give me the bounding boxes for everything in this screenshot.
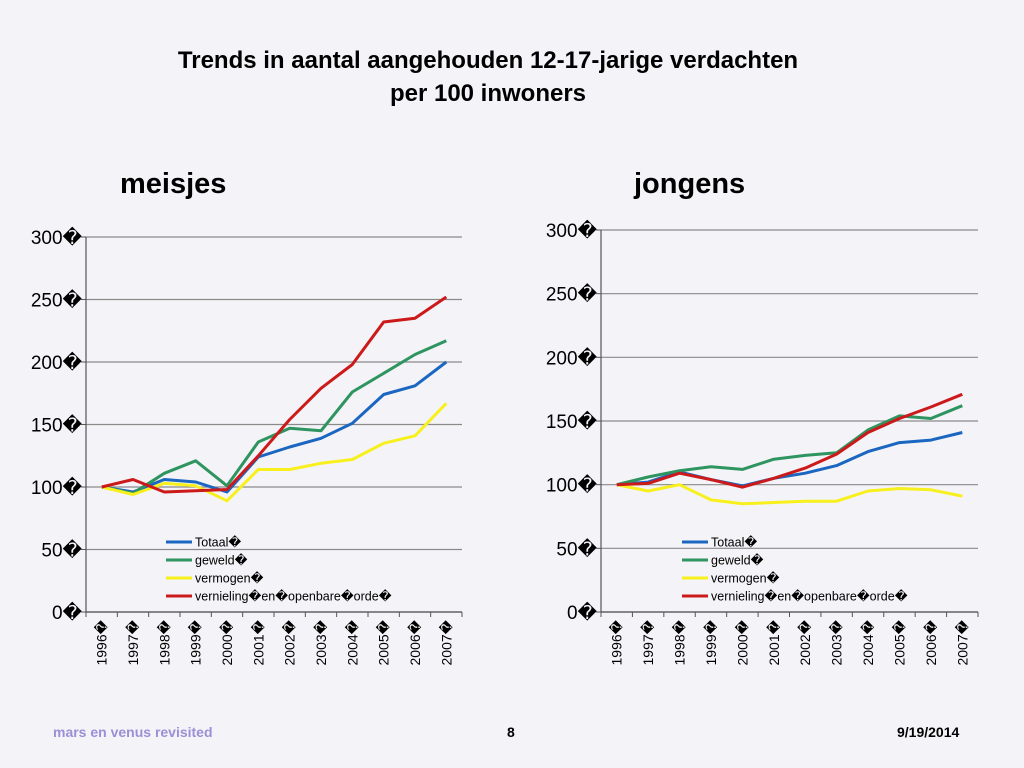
x-tick-label: 2005� xyxy=(891,619,907,665)
y-tick-label: 150� xyxy=(546,410,598,433)
chart-title-jongens: jongens xyxy=(634,168,746,200)
x-tick-label: 1997� xyxy=(640,619,656,665)
x-tick-label: 2005� xyxy=(376,619,392,665)
x-tick-label: 2002� xyxy=(282,619,298,665)
slide-title-line-1: Trends in aantal aangehouden 12-17-jarig… xyxy=(177,47,799,74)
slide-title: Trends in aantal aangehouden 12-17-jarig… xyxy=(0,44,976,110)
x-tick-label: 2003� xyxy=(313,619,329,665)
series-line-vermogen xyxy=(101,402,448,503)
x-tick-label: 2007� xyxy=(438,619,454,665)
y-tick-label: 300� xyxy=(546,219,598,242)
series-line-vermogen xyxy=(616,483,963,506)
x-tick-label: 1998� xyxy=(672,619,688,665)
x-tick-label: 1997� xyxy=(125,619,141,665)
footer-page-number: 8 xyxy=(507,724,515,740)
y-tick-label: 100� xyxy=(546,474,598,497)
legend-label-geweld: geweld� xyxy=(711,553,765,568)
x-tick-label: 1996� xyxy=(94,619,110,665)
x-tick-label: 2001� xyxy=(250,619,266,665)
y-tick-label: 150� xyxy=(31,414,83,437)
x-tick-label: 1998� xyxy=(156,619,172,665)
x-tick-label: 1999� xyxy=(703,619,719,665)
y-tick-label: 300� xyxy=(31,226,83,249)
series-line-vernieling xyxy=(616,392,963,489)
legend-label-totaal: Totaal� xyxy=(711,535,758,550)
series-line-geweld xyxy=(101,339,447,495)
x-tick-label: 2006� xyxy=(407,619,423,665)
legend-label-vernieling: vernieling�en�openbare�orde� xyxy=(195,589,393,604)
y-tick-label: 200� xyxy=(31,351,83,374)
x-tick-label: 2001� xyxy=(766,619,782,665)
x-tick-label: 2000� xyxy=(734,619,750,665)
y-tick-label: 50� xyxy=(556,537,597,560)
x-tick-label: 2003� xyxy=(829,619,845,665)
series-line-totaal xyxy=(101,360,448,494)
y-tick-label: 250� xyxy=(31,289,83,312)
y-tick-label: 200� xyxy=(546,346,598,369)
legend-label-vermogen: vermogen� xyxy=(711,571,781,586)
y-tick-label: 250� xyxy=(546,283,598,306)
y-tick-label: 50� xyxy=(41,539,82,562)
x-tick-label: 2007� xyxy=(954,619,970,665)
x-tick-label: 2006� xyxy=(923,619,939,665)
legend-label-vernieling: vernieling�en�openbare�orde� xyxy=(711,589,909,604)
x-tick-label: 2000� xyxy=(219,619,235,665)
footer-date: 9/19/2014 xyxy=(897,724,960,740)
x-tick-label: 2002� xyxy=(797,619,813,665)
legend-label-geweld: geweld� xyxy=(195,553,249,568)
legend-label-totaal: Totaal� xyxy=(195,535,242,550)
series-line-vernieling xyxy=(101,295,448,494)
slide-title-line-2: per 100 inwoners xyxy=(389,80,587,107)
footer-presentation-name: mars en venus revisited xyxy=(53,724,213,740)
x-tick-label: 2004� xyxy=(344,619,360,665)
chart-title-meisjes: meisjes xyxy=(120,168,227,200)
y-tick-label: 0� xyxy=(52,601,83,624)
y-tick-label: 0� xyxy=(567,601,598,624)
y-tick-label: 100� xyxy=(31,476,83,499)
x-tick-label: 1996� xyxy=(609,619,625,665)
x-tick-label: 2004� xyxy=(860,619,876,665)
x-tick-label: 1999� xyxy=(188,619,204,665)
legend-label-vermogen: vermogen� xyxy=(195,571,265,586)
